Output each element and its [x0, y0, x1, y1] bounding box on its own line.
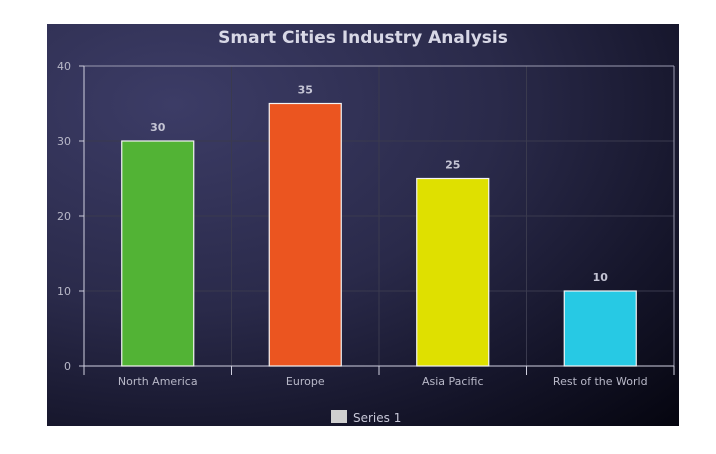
bar-asia-pacific [416, 177, 490, 367]
data-label: 35 [298, 84, 313, 97]
bars [121, 102, 637, 367]
data-label: 30 [150, 121, 166, 134]
bar-europe [268, 102, 342, 367]
data-label: 10 [593, 271, 609, 284]
bar-chart: Smart Cities Industry Analysis 0 10 20 30 40… [57, 28, 675, 425]
x-tick-label: Rest of the World [553, 375, 648, 388]
y-tick-label: 10 [57, 285, 71, 298]
x-tick-label: Europe [286, 375, 325, 388]
y-tick-label: 20 [57, 210, 71, 223]
bar-north-america [121, 140, 195, 367]
data-labels: 30 35 25 10 [150, 84, 608, 285]
legend: Series 1 [331, 410, 401, 425]
x-tick-label: Asia Pacific [422, 375, 484, 388]
legend-swatch-series-1 [331, 410, 347, 423]
y-tick-label: 40 [57, 60, 71, 73]
x-tick-label: North America [118, 375, 198, 388]
data-label: 25 [445, 159, 460, 172]
chart-panel: Smart Cities Industry Analysis 0 10 20 30 40… [47, 24, 679, 426]
chart-title: Smart Cities Industry Analysis [218, 28, 508, 48]
y-tick-label: 0 [64, 360, 71, 373]
legend-label-series-1: Series 1 [353, 411, 401, 425]
bar-rest-of-the-world [563, 290, 637, 367]
y-tick-label: 30 [57, 135, 71, 148]
